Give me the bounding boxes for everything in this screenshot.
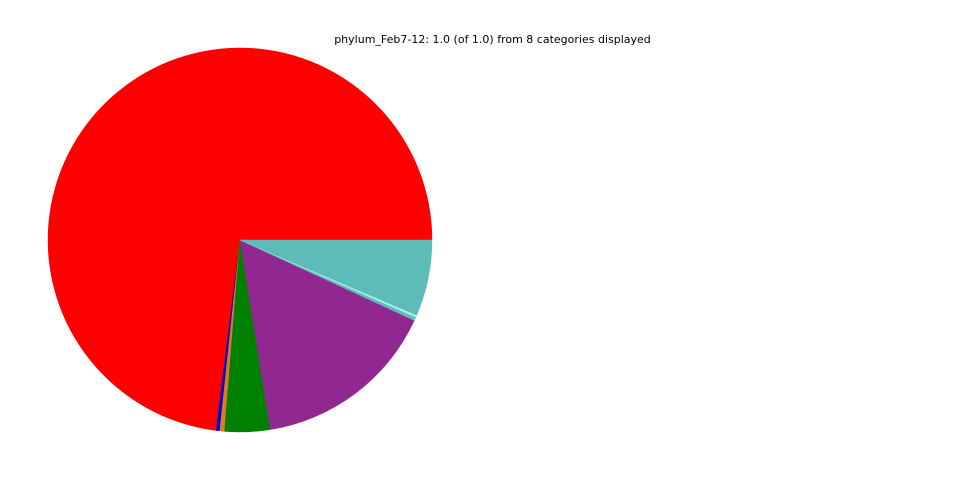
pie-slice-1 [47,47,433,431]
pie-slice-5 [239,239,415,430]
chart-title: phylum_Feb7-12: 1.0 (of 1.0) from 8 cate… [334,33,651,46]
pie-slices [47,47,433,433]
pie-slice-8 [239,239,433,316]
